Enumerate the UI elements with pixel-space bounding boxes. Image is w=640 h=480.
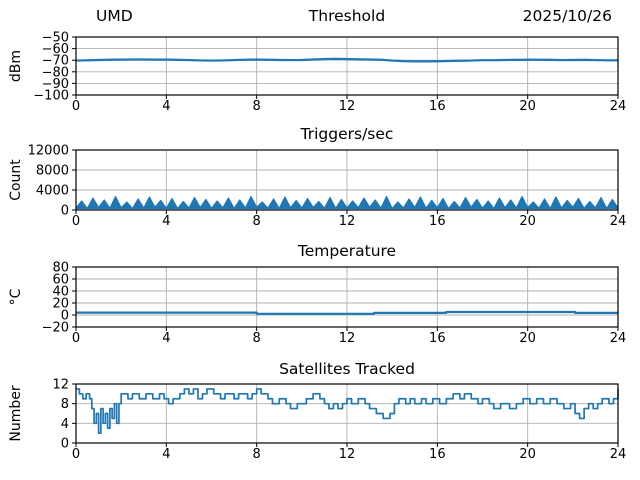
y-tick-label: 4000 — [36, 184, 69, 199]
y-tick-label: −60 — [42, 42, 69, 57]
y-tick-label: 12000 — [28, 144, 69, 159]
x-tick-label: 12 — [339, 99, 356, 114]
y-tick-label: −20 — [42, 321, 69, 336]
x-tick-label: 8 — [253, 447, 261, 462]
station-label: UMD — [96, 7, 133, 25]
y-tick-label: −70 — [42, 54, 69, 69]
x-tick-label: 20 — [519, 99, 536, 114]
x-tick-label: 24 — [610, 99, 627, 114]
x-tick-label: 0 — [72, 99, 80, 114]
x-tick-label: 4 — [162, 99, 170, 114]
y-tick-label: 0 — [61, 204, 69, 219]
y-tick-label: 8 — [61, 397, 69, 412]
y-axis-label: Number — [8, 385, 24, 441]
chart-title: Satellites Tracked — [279, 360, 415, 378]
y-axis-label: dBm — [8, 50, 24, 82]
y-tick-label: 40 — [52, 285, 69, 300]
y-tick-label: 12 — [52, 378, 69, 393]
x-tick-label: 20 — [519, 214, 536, 229]
x-tick-label: 20 — [519, 331, 536, 346]
x-tick-label: 24 — [610, 214, 627, 229]
x-tick-label: 16 — [429, 447, 446, 462]
y-axis-label: °C — [8, 288, 24, 305]
y-tick-label: −90 — [42, 77, 69, 92]
y-tick-label: 20 — [52, 297, 69, 312]
x-tick-label: 8 — [253, 99, 261, 114]
x-tick-label: 24 — [610, 447, 627, 462]
x-tick-label: 16 — [429, 99, 446, 114]
x-tick-label: 12 — [339, 331, 356, 346]
series-line — [76, 310, 618, 315]
chart-title: Temperature — [297, 242, 396, 260]
series-step-line — [76, 388, 619, 435]
y-tick-label: −100 — [33, 89, 69, 104]
chart-title: Triggers/sec — [300, 125, 394, 143]
x-tick-label: 4 — [162, 214, 170, 229]
series-area — [75, 195, 619, 210]
chart-title: Threshold — [308, 7, 385, 25]
y-tick-label: 0 — [61, 309, 69, 324]
date-label: 2025/10/26 — [523, 7, 612, 25]
x-tick-label: 24 — [610, 331, 627, 346]
y-tick-label: 0 — [61, 437, 69, 452]
y-tick-label: −80 — [42, 65, 69, 80]
x-tick-label: 0 — [72, 214, 80, 229]
chart-threshold: 0 4 8 12 16 20 24 −50−60−70−80−90−100 Threshold U… — [8, 7, 627, 114]
x-tick-label: 4 — [162, 447, 170, 462]
x-tick-label: 8 — [253, 214, 261, 229]
y-tick-label: 8000 — [36, 164, 69, 179]
series-line — [75, 57, 618, 63]
x-tick-label: 20 — [519, 447, 536, 462]
x-tick-label: 12 — [339, 214, 356, 229]
y-tick-label: 4 — [61, 417, 69, 432]
y-tick-label: −50 — [42, 31, 69, 46]
y-axis-label: Count — [8, 159, 24, 201]
x-tick-label: 12 — [339, 447, 356, 462]
y-tick-label: 60 — [52, 273, 69, 288]
x-tick-label: 16 — [429, 331, 446, 346]
y-tick-label: 80 — [52, 261, 69, 276]
x-tick-label: 16 — [429, 214, 446, 229]
x-tick-label: 8 — [253, 331, 261, 346]
x-tick-label: 0 — [72, 331, 80, 346]
chart-triggers-per-sec: 0 4 8 12 16 20 2404000800012000Triggers/secCou… — [8, 125, 627, 229]
x-tick-label: 4 — [162, 331, 170, 346]
x-tick-label: 0 — [72, 447, 80, 462]
